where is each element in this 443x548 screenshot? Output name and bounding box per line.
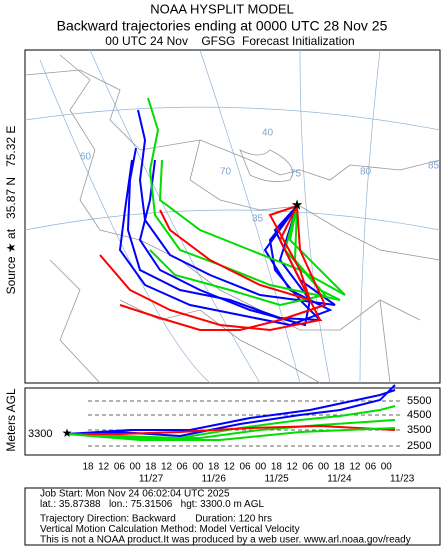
- profile: ★ 3300: [24, 384, 441, 456]
- svg-text:★: ★: [291, 197, 304, 213]
- time-label: 00: [381, 462, 393, 473]
- time-label: 12: [161, 462, 173, 473]
- footer-line: Vertical Motion Calculation Method: Mode…: [40, 524, 300, 535]
- footer-line: lat.: 35.87388 lon.: 75.31506 hgt: 3300.…: [40, 499, 264, 510]
- svg-text:★: ★: [62, 426, 73, 440]
- time-label: 18: [334, 462, 346, 473]
- info: 00 UTC 24 Nov GFSG Forecast Initializati…: [105, 34, 354, 48]
- time-label: 12: [224, 462, 236, 473]
- time-label: 06: [177, 462, 189, 473]
- footer-line: Trajectory Direction: Backward Duration:…: [40, 514, 272, 525]
- date-label: 11/24: [327, 474, 352, 485]
- footer-line: Job Start: Mon Nov 24 06:02:04 UTC 2025: [40, 489, 230, 500]
- title: NOAA HYSPLIT MODEL: [150, 1, 294, 16]
- profile-axis-label: Meters AGL: [4, 388, 18, 452]
- time-label: 12: [98, 462, 110, 473]
- time-label: 06: [365, 462, 377, 473]
- height-label: 2500: [407, 440, 431, 452]
- lon-label: 80: [360, 167, 372, 178]
- lon-label: 70: [220, 167, 232, 178]
- time-label: 18: [145, 462, 157, 473]
- time-label: 06: [302, 462, 314, 473]
- time-label: 00: [255, 462, 267, 473]
- lon-label: 85: [428, 161, 440, 172]
- date-label: 11/23: [390, 474, 415, 485]
- subtitle: Backward trajectories ending at 0000 UTC…: [57, 18, 388, 34]
- height-label: 4500: [407, 409, 431, 421]
- time-label: 18: [208, 462, 220, 473]
- start-height: 3300: [28, 428, 52, 440]
- height-label: 5500: [407, 395, 431, 407]
- date-label: 11/25: [264, 474, 289, 485]
- time-label: 12: [287, 462, 299, 473]
- footer-line: This is not a NOAA product.It was produc…: [40, 535, 411, 546]
- date-label: 11/27: [139, 474, 164, 485]
- time-label: 12: [349, 462, 361, 473]
- time-label: 18: [82, 462, 94, 473]
- time-label: 00: [318, 462, 330, 473]
- source-label: Source ★ at 35.87 N 75.32 E: [4, 126, 18, 295]
- lon-label: 60: [80, 152, 92, 163]
- time-label: 00: [130, 462, 142, 473]
- time-label: 06: [114, 462, 126, 473]
- time-label: 06: [239, 462, 251, 473]
- height-label: 3500: [407, 424, 431, 436]
- lat-label: 40: [262, 128, 274, 139]
- time-label: 18: [271, 462, 283, 473]
- time-label: 00: [192, 462, 204, 473]
- map: ★ 40 35 60 70 75 80 85: [24, 49, 441, 384]
- footer: [24, 487, 441, 546]
- date-label: 11/26: [202, 474, 227, 485]
- lon-label: 75: [290, 169, 302, 180]
- lat-label: 35: [252, 214, 264, 225]
